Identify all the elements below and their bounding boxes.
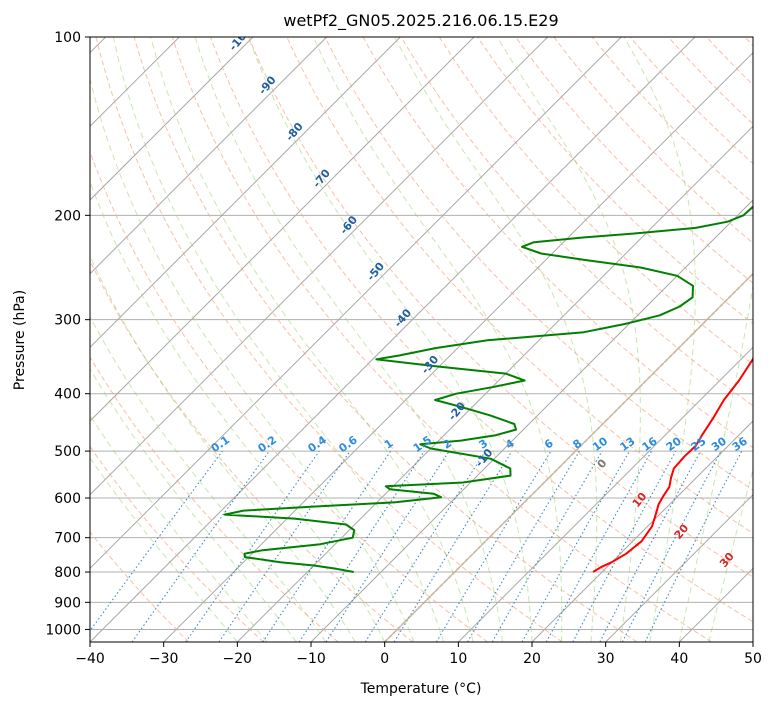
isotherm-line	[90, 37, 549, 496]
moist-adiabat-line	[112, 37, 445, 642]
x-axis-ticks: −40 −30 −20 −10 0 10 20 30 40 50	[75, 642, 762, 667]
dry-adiabat-line	[477, 37, 753, 325]
y-tick-label: 800	[54, 565, 81, 581]
plot-area: 0.1 0.2 0.4 0.6 1 1.5 2 3 4 6 8 10 13 16 20 25 30 36-100-…	[90, 37, 753, 642]
dry-adiabat-line	[362, 37, 753, 449]
x-tick-label: 30	[597, 651, 615, 667]
x-tick-label: −10	[296, 651, 326, 667]
x-tick-label: −30	[149, 651, 179, 667]
x-tick-label: 40	[670, 651, 688, 667]
y-tick-label: 700	[54, 531, 81, 547]
mixing-ratio-line	[185, 450, 320, 642]
isotherm-line	[90, 37, 254, 201]
mixing-ratio-line	[90, 450, 223, 632]
isotherm-line	[90, 37, 622, 570]
moist-adiabat-line	[394, 37, 598, 642]
moist-adiabat-line	[150, 37, 474, 642]
moist-adiabat-line	[623, 37, 696, 642]
isotherm-line	[90, 37, 328, 275]
isotherm-line	[90, 37, 475, 422]
mixing-ratio-lines	[90, 450, 743, 642]
dry-adiabat-line	[438, 37, 753, 365]
mixing-ratio-line	[131, 450, 270, 642]
moist-adiabat-line	[90, 76, 415, 642]
dewpoint-profile-line	[223, 205, 753, 573]
moist-adiabat-line	[678, 282, 753, 642]
moist-adiabat-line	[496, 37, 641, 642]
moist-adiabat-line	[708, 467, 753, 642]
y-tick-label: 600	[54, 491, 81, 507]
mixing-ratio-line	[572, 450, 677, 642]
dry-adiabat-line	[90, 531, 190, 642]
temperature-profile-line	[592, 355, 753, 573]
dry-adiabat-line	[210, 37, 753, 623]
moist-adiabat-line	[90, 254, 356, 642]
mixing-ratio-line	[545, 450, 653, 642]
dry-adiabat-line	[90, 356, 339, 642]
moist-adiabat-line	[194, 37, 503, 642]
dry-adiabats	[90, 37, 753, 642]
mixing-ratio-line	[262, 450, 392, 642]
plot-frame	[89, 36, 754, 643]
dry-adiabat-line	[90, 150, 488, 642]
moist-adiabat-line	[247, 37, 533, 642]
pressure-gridlines	[90, 37, 753, 630]
chart-title: wetPf2_GN05.2025.216.06.15.E29	[283, 11, 558, 31]
y-tick-label: 900	[54, 595, 81, 611]
sounding-profiles	[223, 205, 753, 573]
y-axis-ticks: 100 200 300 400 500 600 700 800 900 1000	[45, 30, 90, 638]
isotherm-line	[605, 493, 753, 642]
x-tick-label: −20	[223, 651, 253, 667]
dry-adiabat-line	[248, 37, 753, 578]
moist-adiabats	[90, 37, 753, 642]
dry-adiabat-line	[286, 37, 753, 534]
y-tick-label: 1000	[45, 622, 81, 638]
x-tick-label: 0	[380, 651, 389, 667]
dry-adiabat-line	[591, 37, 753, 204]
zero-isotherm-line	[383, 272, 753, 642]
dry-adiabat-line	[553, 37, 753, 244]
dry-adiabat-line	[324, 37, 753, 491]
x-tick-label: 20	[523, 651, 541, 667]
x-axis-label: Temperature (°C)	[360, 681, 482, 697]
y-tick-label: 400	[54, 387, 81, 403]
y-tick-label: 100	[54, 30, 81, 46]
y-tick-label: 300	[54, 313, 81, 329]
mixing-ratio-line	[393, 450, 513, 642]
x-tick-label: −40	[75, 651, 105, 667]
mixing-ratio-line	[644, 450, 743, 642]
moist-adiabat-line	[90, 414, 268, 642]
x-tick-label: 10	[449, 651, 467, 667]
x-tick-label: 50	[744, 651, 762, 667]
y-tick-label: 500	[54, 444, 81, 460]
y-axis-label: Pressure (hPa)	[12, 290, 28, 390]
dry-adiabat-line	[95, 37, 563, 642]
mixing-ratio-line	[521, 450, 630, 642]
dry-adiabat-line	[171, 37, 712, 642]
isotherm-line	[163, 51, 753, 642]
dry-adiabat-line	[400, 37, 753, 407]
y-tick-label: 200	[54, 208, 81, 224]
moist-adiabat-line	[90, 457, 238, 642]
moist-adiabat-line	[90, 315, 327, 642]
mixing-ratio-line	[218, 450, 351, 642]
zero-isotherm	[383, 272, 753, 642]
isotherm-line	[90, 37, 401, 349]
moist-adiabat-line	[313, 37, 563, 642]
mixing-ratio-line	[325, 450, 450, 642]
isotherm-line	[90, 37, 696, 642]
dry-adiabat-line	[90, 259, 414, 642]
mixing-ratio-line	[298, 450, 425, 642]
dry-adiabat-line	[133, 37, 638, 642]
moist-adiabat-line	[90, 367, 297, 642]
